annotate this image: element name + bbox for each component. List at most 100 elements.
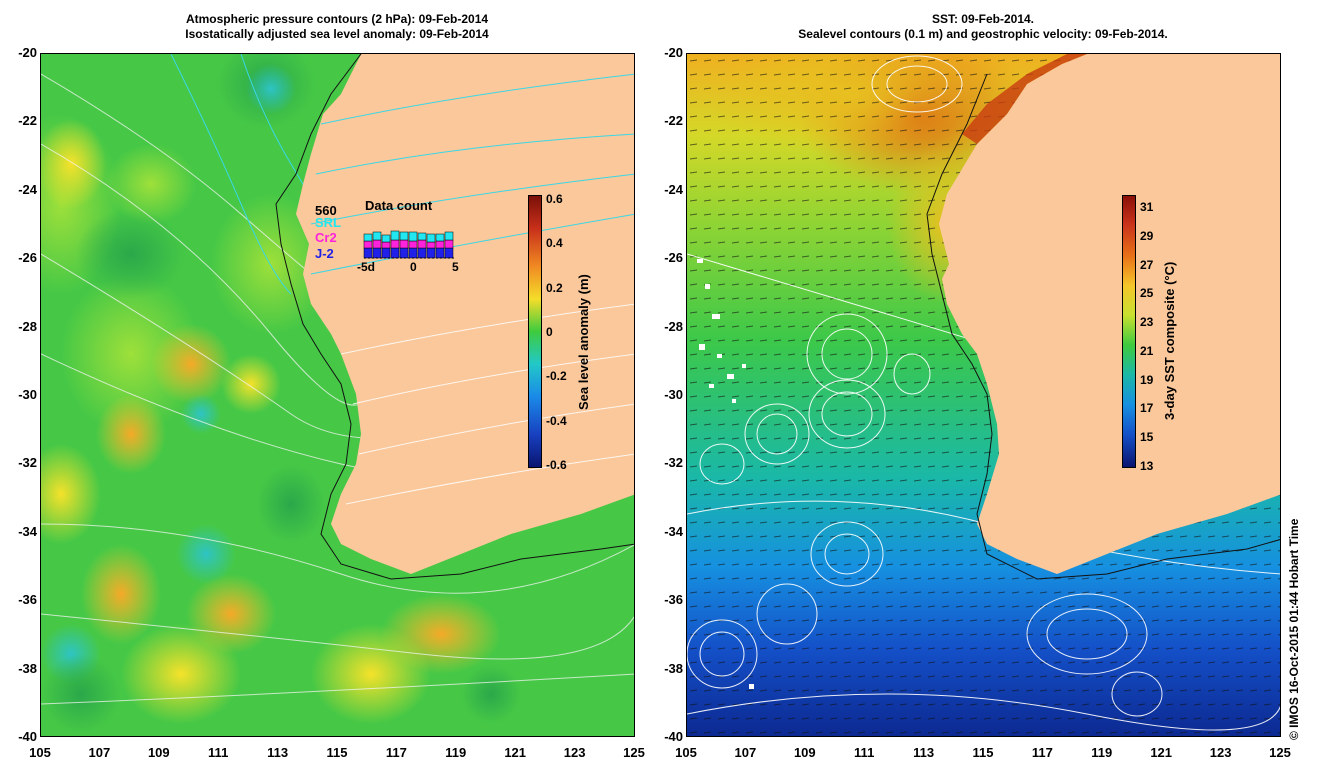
satellite-j2-label: J-2: [315, 246, 334, 261]
left-map-xlabel: 121: [504, 745, 527, 760]
left-map-ylabel: -20: [18, 45, 37, 60]
sealevel-contours: [687, 55, 1280, 731]
sst-map: [686, 53, 1281, 737]
data-count-bar: [408, 247, 418, 259]
data-count-bar: [363, 247, 373, 259]
cloud-mask-white: [697, 259, 754, 689]
data-count-inset: Data count 560 SRL Cr2 J-2 -5d 0 5: [315, 198, 460, 276]
right-map-ylabel: -26: [664, 250, 683, 266]
right-map-coastline-shelf: [926, 73, 1280, 580]
data-count-bar: [381, 247, 391, 259]
left-map-xlabel: 105: [29, 745, 51, 760]
data-count-bar: [408, 240, 418, 249]
data-count-bar: [444, 239, 454, 249]
right-map-ylabel: -22: [664, 113, 683, 129]
data-count-bar: [363, 233, 373, 242]
data-count-bar: [372, 247, 382, 259]
sla-colorbar: [528, 195, 542, 468]
left-map-xlabel: 119: [445, 745, 467, 760]
left-map-ylabel: -36: [18, 592, 37, 608]
data-count-bar: [435, 240, 445, 249]
right-map-xlabel: 123: [1209, 745, 1232, 760]
data-count-xtick-zero: 0: [410, 260, 417, 274]
right-map-ylabel: -36: [664, 592, 683, 608]
right-map-xlabel: 107: [734, 745, 757, 760]
data-count-bar: [426, 241, 436, 249]
right-map-ylabel: -40: [664, 729, 683, 744]
right-map-title: SST: 09-Feb-2014. Sealevel contours (0.1…: [686, 12, 1280, 42]
sst-colorbar: [1122, 195, 1136, 468]
data-count-bar: [363, 240, 373, 249]
sea-level-anomaly-map: [40, 53, 635, 737]
left-map-ylabel: -30: [18, 387, 37, 402]
data-count-bar: [390, 239, 400, 249]
left-map-xlabel: 117: [385, 745, 407, 760]
data-count-bar: [390, 230, 400, 241]
data-count-bar: [390, 247, 400, 259]
sla-anomaly-blobs: [41, 54, 521, 734]
left-map-xlabel: 113: [267, 745, 289, 760]
right-map-ylabel: -30: [664, 387, 683, 402]
right-map-ylabel: -38: [664, 660, 683, 676]
right-map-xlabel: 105: [675, 745, 697, 760]
right-map-xlabel: 117: [1031, 745, 1053, 760]
left-map-ylabel: -22: [18, 113, 37, 129]
left-map-ylabel: -34: [18, 523, 37, 539]
sla-colorbar-tick: -0.4: [546, 413, 567, 428]
right-map-xlabel: 115: [972, 745, 994, 760]
sla-colorbar-tick: 0.6: [546, 192, 563, 206]
data-count-bar: [444, 231, 454, 241]
sla-colorbar-label: Sea level anomaly (m): [576, 274, 591, 410]
satellite-cr2-label: Cr2: [315, 230, 337, 245]
left-map-xlabel: 115: [326, 745, 348, 760]
data-count-xtick-start: -5d: [357, 260, 375, 274]
data-count-bar: [444, 247, 454, 259]
warm-coastal-strip: [962, 54, 1087, 144]
imos-credit: © IMOS 16-Oct-2015 01:44 Hobart Time: [1287, 518, 1301, 740]
right-map-xlabel: 111: [854, 745, 875, 760]
left-map-xlabel: 111: [208, 745, 229, 760]
left-map-title: Atmospheric pressure contours (2 hPa): 0…: [40, 12, 634, 42]
data-count-title: Data count: [365, 198, 433, 213]
sla-colorbar-tick: 0.2: [546, 280, 563, 295]
right-map-ylabel: -32: [664, 455, 683, 471]
satellite-srl-label: SRL: [315, 215, 341, 230]
data-count-bar: [426, 247, 436, 259]
left-map-coastline-shelf: [275, 54, 634, 580]
data-count-bar: [381, 241, 391, 249]
sst-colorbar-tick: 21: [1140, 343, 1154, 358]
sst-colorbar-tick: 19: [1140, 372, 1154, 387]
data-count-histogram: [363, 230, 456, 259]
left-map-land: [296, 54, 634, 574]
land-white-contours: [340, 303, 634, 505]
sst-colorbar-label: 3-day SST composite (°C): [1162, 261, 1177, 420]
right-title-line1: SST: 09-Feb-2014.: [931, 12, 1035, 26]
left-map-ylabel: -38: [18, 660, 37, 676]
data-count-bar: [399, 239, 409, 249]
left-map-xlabel: 109: [147, 745, 170, 760]
data-count-bar: [435, 233, 445, 242]
right-map-xlabel: 121: [1150, 745, 1173, 760]
land-cyan-contours: [310, 73, 634, 275]
data-count-xtick-end: 5: [452, 260, 459, 274]
sla-colorbar-tick: -0.2: [546, 369, 567, 384]
right-title-line2: Sealevel contours (0.1 m) and geostrophi…: [798, 27, 1168, 41]
data-count-bar: [417, 247, 427, 259]
sst-colorbar-tick: 29: [1140, 228, 1154, 243]
right-map-ylabel: -34: [664, 523, 683, 539]
right-map-xlabel: 119: [1091, 745, 1113, 760]
data-count-bar: [399, 247, 409, 259]
left-map-ylabel: -24: [18, 181, 37, 197]
right-map-xlabel: 109: [793, 745, 816, 760]
data-count-bar: [426, 233, 436, 243]
right-map-land: [939, 54, 1280, 574]
sst-colorbar-tick: 27: [1140, 257, 1154, 272]
left-map-xlabel: 107: [88, 745, 111, 760]
sla-colorbar-tick: 0: [546, 325, 553, 339]
left-title-line2: Isostatically adjusted sea level anomaly…: [185, 27, 489, 41]
sst-colorbar-tick: 13: [1140, 459, 1154, 473]
data-count-bar: [417, 239, 427, 249]
sst-colorbar-tick: 31: [1140, 200, 1154, 214]
left-map-ylabel: -28: [18, 318, 37, 334]
data-count-bar: [399, 231, 409, 241]
